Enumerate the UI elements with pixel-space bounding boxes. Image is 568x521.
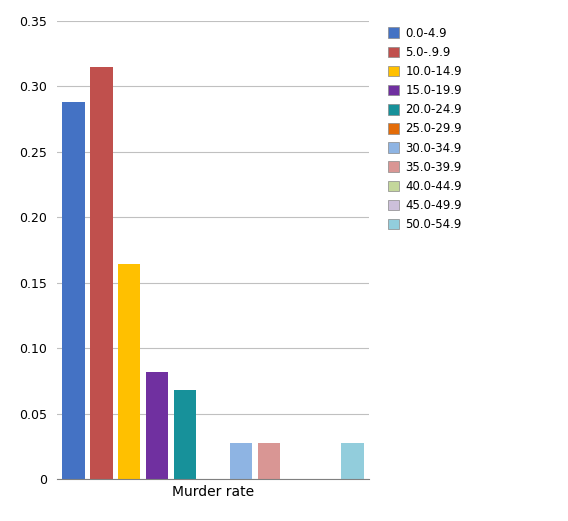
Bar [174, 390, 197, 479]
Bar [62, 102, 85, 479]
Bar [258, 443, 280, 479]
Bar [90, 67, 112, 479]
Bar [229, 443, 252, 479]
Bar [146, 372, 168, 479]
Bar [341, 443, 364, 479]
Legend: 0.0-4.9, 5.0-.9.9, 10.0-14.9, 15.0-19.9, 20.0-24.9, 25.0-29.9, 30.0-34.9, 35.0-3: 0.0-4.9, 5.0-.9.9, 10.0-14.9, 15.0-19.9,… [387, 27, 462, 231]
Bar [118, 265, 140, 479]
X-axis label: Murder rate: Murder rate [172, 485, 254, 499]
